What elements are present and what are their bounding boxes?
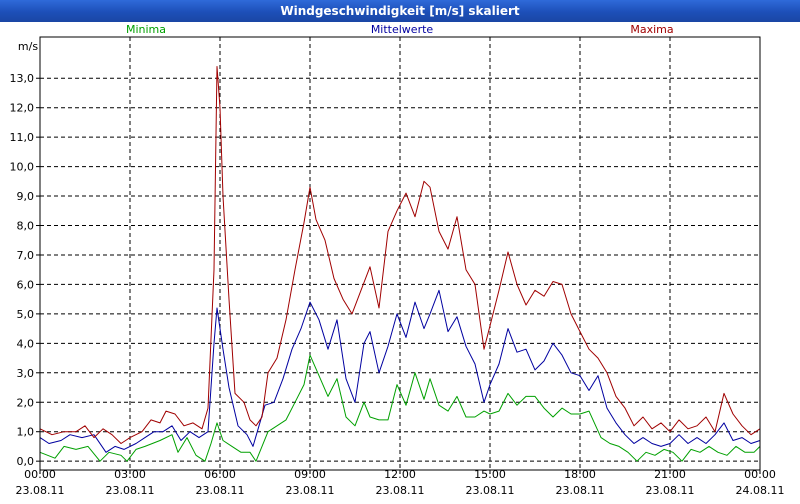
- y-tick-label: 5,0: [17, 308, 35, 321]
- y-axis-label: m/s: [18, 40, 38, 53]
- x-tick-time: 15:00: [474, 468, 506, 481]
- x-tick-time: 18:00: [564, 468, 596, 481]
- x-axis-ticks: 00:00 23.08.11 03:00 23.08.11 06:00 23.08.11 0…: [16, 468, 785, 497]
- y-tick-label: 2,0: [17, 396, 35, 409]
- grid: [40, 37, 760, 470]
- y-axis-ticks: 0,0 1,0 2,0 3,0 4,0 5,0 6,0 7,0 8,0 9,0 10,0 11,0 12…: [10, 72, 40, 468]
- x-tick-date: 23.08.11: [646, 484, 695, 497]
- x-tick-time: 06:00: [204, 468, 236, 481]
- x-tick-time: 12:00: [384, 468, 416, 481]
- y-tick-label: 8,0: [17, 220, 35, 233]
- x-tick-time: 09:00: [294, 468, 326, 481]
- series-line-mittelwerte: [39, 289, 761, 453]
- y-tick-label: 11,0: [10, 131, 35, 144]
- series-line-minima: [39, 354, 761, 462]
- y-tick-label: 12,0: [10, 102, 35, 115]
- x-tick-time: 21:00: [654, 468, 686, 481]
- window-title: Windgeschwindigkeit [m/s] skaliert: [0, 0, 800, 22]
- wind-speed-chart: 0,0 1,0 2,0 3,0 4,0 5,0 6,0 7,0 8,0 9,0 10,0 11,0 12…: [0, 22, 800, 500]
- y-tick-label: 0,0: [17, 455, 35, 468]
- y-tick-label: 1,0: [17, 426, 35, 439]
- y-tick-label: 7,0: [17, 249, 35, 262]
- legend-minima: Minima: [126, 23, 166, 36]
- x-tick-date: 23.08.11: [286, 484, 335, 497]
- x-tick-date: 23.08.11: [106, 484, 155, 497]
- y-tick-label: 6,0: [17, 278, 35, 291]
- series-line-maxima: [39, 66, 761, 444]
- legend: Minima Mittelwerte Maxima: [126, 23, 674, 36]
- x-tick-time: 00:00: [24, 468, 56, 481]
- legend-maxima: Maxima: [630, 23, 673, 36]
- x-tick-date: 23.08.11: [466, 484, 515, 497]
- y-tick-label: 13,0: [10, 72, 35, 85]
- y-tick-label: 10,0: [10, 161, 35, 174]
- y-tick-label: 4,0: [17, 337, 35, 350]
- chart-svg: 0,0 1,0 2,0 3,0 4,0 5,0 6,0 7,0 8,0 9,0 10,0 11,0 12…: [10, 23, 785, 497]
- x-tick-date: 23.08.11: [196, 484, 245, 497]
- x-tick-time: 03:00: [114, 468, 146, 481]
- x-tick-date: 23.08.11: [556, 484, 605, 497]
- series-layer: [39, 66, 761, 462]
- y-tick-label: 3,0: [17, 367, 35, 380]
- x-tick-time: 00:00: [744, 468, 776, 481]
- legend-mittelwerte: Mittelwerte: [371, 23, 434, 36]
- x-tick-date: 23.08.11: [376, 484, 425, 497]
- x-tick-date: 24.08.11: [736, 484, 785, 497]
- x-tick-date: 23.08.11: [16, 484, 65, 497]
- y-tick-label: 9,0: [17, 190, 35, 203]
